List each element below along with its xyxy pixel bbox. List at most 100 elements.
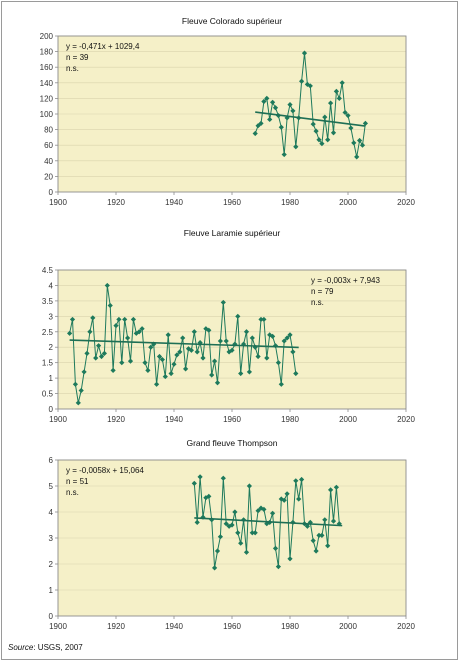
data-point [226, 349, 232, 355]
data-point [214, 380, 221, 386]
data-point [78, 387, 84, 394]
data-point [194, 519, 200, 525]
data-point [284, 491, 290, 497]
data-point [214, 548, 221, 554]
data-point [272, 105, 279, 111]
y-tick-label: 4 [49, 508, 54, 517]
data-point [339, 80, 345, 86]
y-tick-label: 1.5 [42, 359, 54, 368]
data-point [342, 109, 348, 116]
data-point [206, 327, 212, 333]
data-point [333, 88, 339, 94]
data-point [101, 350, 107, 356]
data-point [98, 353, 105, 360]
x-tick-label: 1960 [223, 622, 241, 631]
data-point [188, 347, 194, 353]
x-tick-label: 2000 [339, 622, 357, 631]
data-point [145, 367, 151, 373]
annotation-n-colorado: n = 39 [66, 53, 89, 62]
data-point [249, 335, 255, 341]
x-tick-label: 1980 [281, 198, 299, 207]
data-point [264, 521, 270, 527]
data-point [229, 347, 235, 353]
data-point [284, 335, 290, 341]
data-point [261, 98, 267, 105]
data-point [90, 315, 96, 321]
data-point [310, 121, 316, 127]
y-tick-label: 140 [40, 79, 54, 88]
data-point [217, 534, 223, 540]
data-point [107, 302, 113, 309]
data-point [223, 521, 229, 527]
y-tick-label: 0 [49, 188, 54, 197]
plot-area-laramie [58, 270, 406, 409]
trend-line-laramie [69, 339, 299, 349]
data-point [191, 480, 197, 486]
data-point [159, 356, 165, 363]
data-point [104, 282, 110, 289]
data-point [264, 95, 270, 101]
data-point [151, 341, 157, 347]
chart-title-laramie: Fleuve Laramie supérieur [184, 228, 281, 238]
data-point [249, 530, 255, 536]
data-point [351, 140, 357, 146]
data-point [84, 350, 90, 356]
data-point [206, 493, 212, 499]
data-point [212, 565, 218, 571]
data-point [133, 330, 139, 336]
annotation-n-thompson: n = 51 [66, 477, 89, 486]
y-tick-label: 3.5 [42, 297, 54, 306]
y-tick-label: 180 [40, 48, 54, 57]
data-point [72, 381, 78, 387]
source-label: Source [8, 643, 34, 652]
data-point [93, 355, 99, 361]
data-point [290, 349, 296, 355]
data-point [154, 381, 160, 387]
x-tick-label: 1920 [107, 622, 125, 631]
data-point [278, 381, 284, 387]
data-point [235, 530, 241, 536]
data-point [232, 341, 238, 347]
data-point [284, 115, 290, 121]
data-point [241, 341, 247, 347]
x-tick-label: 1920 [107, 198, 125, 207]
data-point [238, 540, 244, 546]
annotation-equation-colorado: y = -0,471x + 1029,4 [66, 42, 140, 51]
data-point [229, 522, 235, 528]
data-point [69, 316, 76, 323]
data-point [220, 299, 226, 306]
data-point [275, 360, 281, 366]
data-point [136, 329, 142, 335]
data-point [264, 355, 270, 361]
data-point [281, 338, 287, 344]
data-point [246, 369, 252, 375]
source-text: : USGS, 2007 [33, 643, 83, 652]
data-point [246, 483, 252, 489]
data-point [313, 548, 319, 554]
data-point [252, 530, 258, 536]
y-tick-label: 0.5 [42, 390, 54, 399]
data-point [75, 400, 81, 406]
data-point [209, 372, 215, 378]
data-point [322, 114, 328, 120]
data-point [293, 478, 299, 484]
data-point [142, 360, 148, 366]
data-point [130, 316, 136, 323]
x-tick-label: 1900 [49, 622, 67, 631]
trend-line-colorado [255, 111, 366, 127]
trend-line-thompson [194, 517, 343, 527]
data-point [261, 506, 267, 512]
data-point [281, 497, 287, 503]
plot-border-laramie [57, 269, 407, 410]
data-point [296, 496, 302, 502]
data-point [125, 335, 131, 341]
data-point [243, 329, 250, 335]
data-point [232, 509, 238, 515]
data-point [316, 137, 322, 143]
annotation-sig-colorado: n.s. [66, 64, 79, 73]
chart-colorado: Fleuve Colorado supérieur 0 20 40 60 80 100 120… [40, 16, 416, 207]
y-tick-label: 3 [49, 312, 54, 321]
data-point [330, 130, 337, 136]
data-point [96, 343, 102, 349]
annotation-sig-thompson: n.s. [66, 488, 79, 497]
